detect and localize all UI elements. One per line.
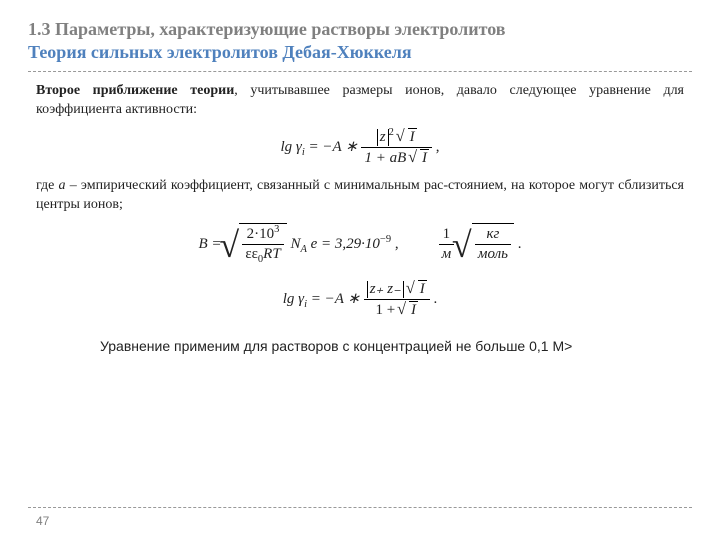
page-number: 47 bbox=[36, 514, 49, 528]
equation-2: B = 2·103 εε0RT NA e = 3,29·10−9 , 1 м к… bbox=[28, 223, 692, 266]
bottom-divider bbox=[28, 507, 692, 508]
section-heading-1: 1.3 Параметры, характеризующие растворы … bbox=[28, 18, 692, 41]
para1-lead: Второе приближение теории bbox=[36, 83, 234, 98]
equation-3: lg γi = −A ∗ z₊ z₋ I 1 + I . bbox=[28, 280, 692, 320]
paragraph-2: где a – эмпирический коэффициент, связан… bbox=[36, 177, 684, 215]
top-divider bbox=[28, 71, 692, 72]
equation-1: lg γi = −A ∗ z2 I 1 + aB I , bbox=[28, 128, 692, 168]
section-heading-2: Теория сильных электролитов Дебая-Хюккел… bbox=[28, 41, 692, 64]
paragraph-1: Второе приближение теории, учитывавшее р… bbox=[36, 82, 684, 120]
footnote: Уравнение применим для растворов с конце… bbox=[100, 337, 580, 356]
